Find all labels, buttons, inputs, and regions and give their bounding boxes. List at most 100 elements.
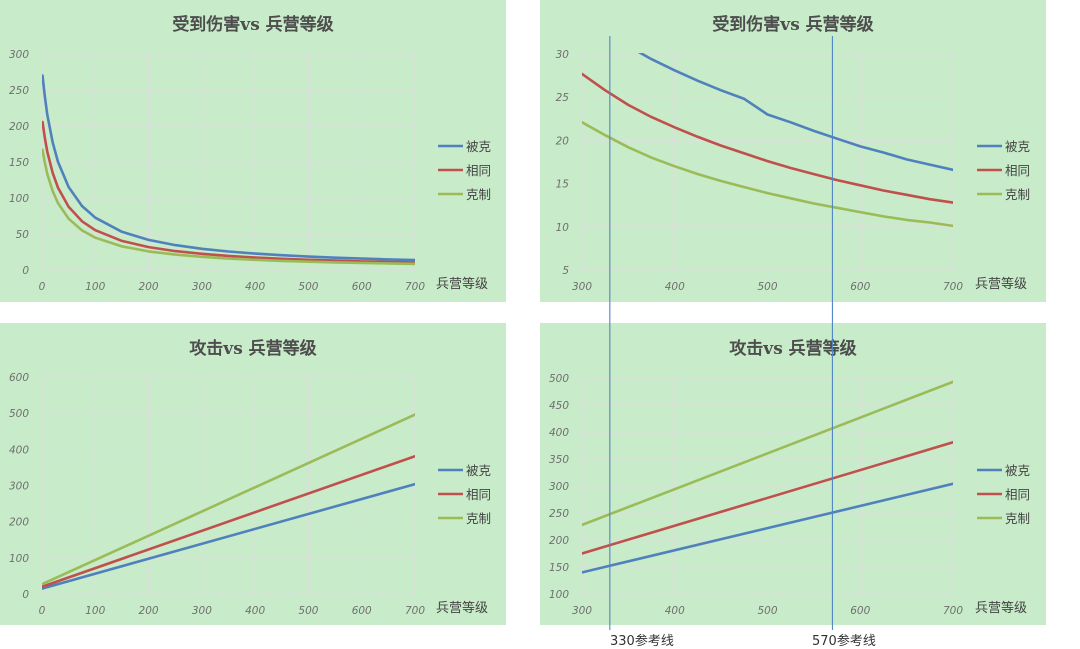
x-tick-label: 400 (665, 605, 685, 617)
series-group (582, 380, 953, 574)
chart-damage-zoom: 5 10 15 20 25 30 300 400 500 600 700 受到伤害vs 兵营等级兵营等… (540, 0, 1046, 302)
x-tick-label: 600 (352, 281, 372, 293)
y-tick-label: 600 (9, 372, 29, 384)
chart-panel-background (0, 0, 506, 302)
y-tick-label: 30 (556, 49, 570, 61)
series-line-bei_ke (42, 74, 415, 262)
x-tick-label: 700 (943, 281, 963, 293)
x-axis-label: 兵营等级 (436, 276, 488, 292)
y-tick-label: 500 (9, 408, 29, 420)
chart-attack-zoom: 100 150 200 250 300 350 400 450 500 300 400 500 600 7… (540, 323, 1046, 625)
x-tick-label: 700 (405, 605, 425, 617)
y-tick-label: 400 (9, 444, 29, 456)
y-tick-label: 300 (9, 49, 29, 61)
legend-label-ke_zhi: 克制 (1005, 187, 1030, 202)
x-tick-label: 300 (192, 605, 212, 617)
y-tick-label: 150 (9, 157, 29, 169)
x-tick-label: 500 (298, 605, 318, 617)
y-tick-label: 300 (9, 481, 29, 493)
x-tick-label: 200 (139, 605, 159, 617)
y-tick-label: 200 (9, 517, 29, 529)
chart-title: 受到伤害vs 兵营等级 (712, 14, 873, 35)
x-tick-label: 500 (757, 281, 777, 293)
legend-label-ke_zhi: 克制 (466, 511, 491, 526)
legend-label-xiang_tong: 相同 (466, 163, 491, 178)
y-tick-label: 500 (549, 373, 569, 385)
ref-caption-330: 330参考线 (610, 634, 674, 649)
x-tick-label: 300 (572, 605, 592, 617)
x-tick-label: 500 (298, 281, 318, 293)
series-line-xiang_tong (582, 72, 953, 204)
x-tick-label: 600 (352, 605, 372, 617)
legend-label-xiang_tong: 相同 (466, 487, 491, 502)
chart-title: 攻击vs 兵营等级 (729, 338, 856, 359)
series-line-ke_zhi (42, 148, 415, 266)
x-tick-label: 300 (192, 281, 212, 293)
legend-label-bei_ke: 被克 (466, 463, 491, 478)
y-tick-label: 400 (549, 427, 569, 439)
series-line-ke_zhi (42, 413, 415, 586)
x-tick-label: 700 (405, 281, 425, 293)
chart-panel-background (540, 323, 1046, 625)
legend-label-ke_zhi: 克制 (466, 187, 491, 202)
y-tick-label: 100 (549, 589, 569, 601)
y-tick-label: 25 (556, 92, 570, 104)
chart-panel-background (540, 0, 1046, 302)
x-tick-label: 100 (85, 605, 105, 617)
x-axis-label: 兵营等级 (975, 600, 1027, 616)
y-tick-label: 0 (22, 589, 29, 601)
legend-label-bei_ke: 被克 (466, 139, 491, 154)
legend-label-xiang_tong: 相同 (1005, 487, 1030, 502)
y-tick-label: 300 (549, 481, 569, 493)
x-tick-label: 100 (85, 281, 105, 293)
x-tick-label: 200 (139, 281, 159, 293)
x-tick-label: 0 (39, 605, 46, 617)
y-tick-label: 250 (9, 85, 29, 97)
series-line-bei_ke (582, 482, 953, 574)
ref-caption-570: 570参考线 (812, 634, 876, 649)
x-tick-label: 500 (757, 605, 777, 617)
chart-title: 攻击vs 兵营等级 (189, 338, 316, 359)
chart-damage-full: 0 50 100 150 200 250 300 0 100 200 300 400 500 600 700… (0, 0, 506, 302)
x-tick-label: 300 (572, 281, 592, 293)
legend-label-bei_ke: 被克 (1005, 139, 1030, 154)
y-tick-label: 0 (22, 265, 29, 277)
legend-label-bei_ke: 被克 (1005, 463, 1030, 478)
y-tick-label: 250 (549, 508, 569, 520)
x-tick-label: 600 (850, 281, 870, 293)
series-line-xiang_tong (42, 454, 415, 589)
chart-panel-background (0, 323, 506, 625)
y-tick-label: 100 (9, 553, 29, 565)
y-tick-label: 10 (556, 222, 570, 234)
series-line-xiang_tong (42, 120, 415, 264)
y-tick-label: 450 (549, 400, 569, 412)
series-line-bei_ke (637, 53, 953, 172)
y-tick-label: 200 (549, 535, 569, 547)
x-tick-label: 600 (850, 605, 870, 617)
y-tick-label: 150 (549, 562, 569, 574)
series-group (42, 413, 415, 590)
x-tick-label: 400 (245, 281, 265, 293)
series-line-xiang_tong (582, 440, 953, 555)
series-line-ke_zhi (582, 121, 953, 228)
y-tick-label: 350 (549, 454, 569, 466)
x-tick-label: 400 (245, 605, 265, 617)
legend-label-ke_zhi: 克制 (1005, 511, 1030, 526)
x-axis-label: 兵营等级 (436, 600, 488, 616)
series-line-bei_ke (42, 482, 415, 590)
y-tick-label: 200 (9, 121, 29, 133)
x-axis-label: 兵营等级 (975, 276, 1027, 292)
y-tick-label: 100 (9, 193, 29, 205)
y-tick-label: 50 (16, 229, 30, 241)
x-tick-label: 700 (943, 605, 963, 617)
chart-attack-full: 0 100 200 300 400 500 600 0 100 200 300 400 500 600 70… (0, 323, 506, 625)
x-tick-label: 400 (665, 281, 685, 293)
legend-label-xiang_tong: 相同 (1005, 163, 1030, 178)
series-group (582, 53, 953, 228)
y-tick-label: 5 (562, 265, 569, 277)
chart-title: 受到伤害vs 兵营等级 (172, 14, 333, 35)
y-tick-label: 15 (556, 179, 570, 191)
x-tick-label: 0 (39, 281, 46, 293)
series-line-ke_zhi (582, 380, 953, 527)
reference-lines (609, 36, 833, 630)
